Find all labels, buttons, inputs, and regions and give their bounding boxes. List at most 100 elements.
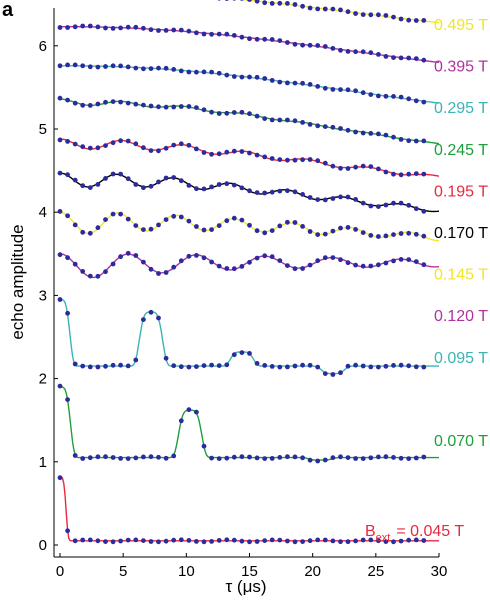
data-point (186, 538, 192, 543)
data-point (65, 310, 70, 316)
y-tick-label: 5 (39, 121, 47, 138)
data-point (224, 537, 230, 543)
data-point (201, 69, 207, 75)
data-point (406, 257, 412, 262)
fit-curve (59, 98, 440, 145)
data-point (269, 254, 275, 260)
data-point (368, 233, 374, 238)
data-point (186, 104, 192, 109)
data-point (201, 186, 207, 192)
data-point (376, 52, 381, 57)
x-tick-label: 20 (304, 563, 321, 580)
data-point (292, 220, 298, 225)
y-tick-label: 1 (39, 454, 47, 471)
data-point (376, 234, 381, 239)
data-point (277, 364, 283, 370)
data-point (156, 315, 161, 321)
data-point (216, 151, 222, 157)
data-point (80, 144, 86, 150)
x-ticks: 0 5 10 15 20 25 30 (56, 553, 447, 580)
data-point (110, 26, 116, 31)
data-point (368, 131, 374, 136)
data-point (80, 102, 86, 108)
data-point (57, 252, 63, 258)
data-point (247, 36, 252, 42)
data-point (95, 64, 101, 70)
data-point (322, 537, 328, 543)
data-point (125, 216, 131, 222)
data-point (277, 188, 283, 194)
data-point (209, 69, 215, 75)
data-point (262, 76, 268, 81)
data-point (194, 224, 199, 229)
data-point (186, 183, 192, 188)
data-point (254, 255, 260, 261)
data-point (322, 231, 328, 237)
data-point (368, 537, 374, 543)
data-point (141, 227, 146, 233)
data-point (80, 269, 86, 274)
data-point (194, 539, 199, 544)
data-point (330, 6, 336, 12)
data-point (292, 157, 298, 163)
data-point (209, 109, 215, 115)
data-point (391, 171, 396, 177)
data-point (391, 258, 396, 264)
data-point (163, 65, 169, 71)
data-point (345, 127, 351, 133)
data-point (262, 253, 268, 259)
data-point (133, 101, 139, 107)
data-point (95, 454, 101, 460)
data-point (391, 200, 396, 206)
data-point (95, 225, 101, 231)
data-point (398, 257, 404, 262)
data-point (300, 192, 305, 197)
data-point (216, 538, 222, 543)
data-point (285, 117, 290, 123)
data-point (413, 18, 419, 23)
data-point (65, 172, 70, 178)
data-point (110, 539, 116, 545)
data-point (216, 263, 222, 269)
data-point (156, 65, 161, 71)
data-point (163, 175, 169, 181)
data-point (391, 232, 396, 238)
data-point (118, 99, 123, 105)
data-point (87, 185, 93, 191)
data-point (307, 122, 313, 127)
data-point (330, 87, 336, 92)
data-point (254, 36, 260, 42)
bext-value: = 0.045 T (396, 523, 464, 540)
data-point (360, 49, 366, 55)
data-point (247, 111, 252, 117)
data-point (57, 297, 63, 302)
data-point (148, 226, 154, 232)
series-labels: 0.695 T0.495 T0.395 T0.295 T0.245 T0.195… (434, 17, 488, 450)
data-point (72, 261, 78, 267)
data-point (103, 217, 108, 223)
data-point (376, 454, 381, 460)
data-point (338, 194, 343, 200)
data-point (262, 190, 268, 196)
data-point (141, 259, 146, 265)
series-label: 0.170 T (434, 225, 488, 242)
data-point (224, 218, 230, 224)
data-point (353, 11, 358, 16)
data-point (57, 209, 63, 214)
data-point (156, 539, 161, 545)
data-point (330, 372, 336, 377)
data-point (65, 139, 70, 144)
data-point (156, 454, 161, 460)
data-point (247, 454, 252, 460)
data-point (125, 138, 131, 144)
bext-subscript: ext (376, 532, 391, 544)
data-point (216, 363, 222, 368)
data-point (95, 24, 101, 30)
data-point (231, 33, 237, 38)
data-point (186, 28, 192, 34)
data-point (80, 183, 86, 189)
data-point (231, 537, 237, 543)
data-point (315, 158, 321, 164)
data-point (163, 455, 169, 461)
data-point (80, 456, 86, 461)
